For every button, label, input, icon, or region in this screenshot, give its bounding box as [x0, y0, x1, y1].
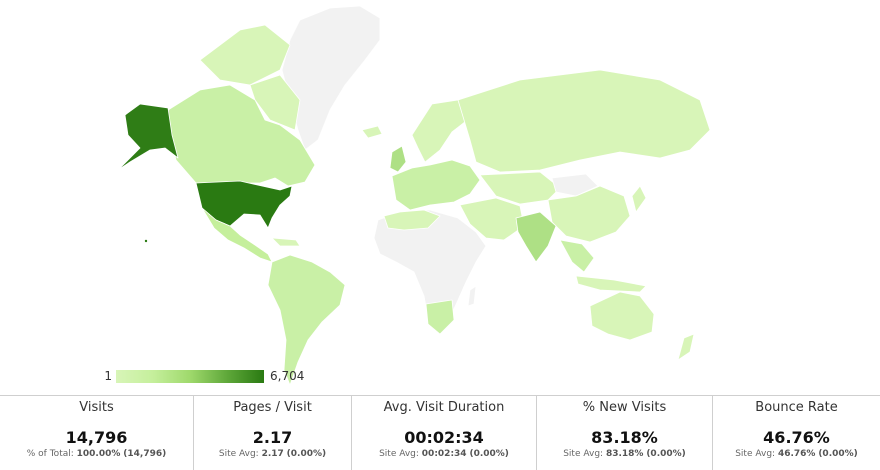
metric-sub: Site Avg: 83.18% (0.00%): [537, 449, 712, 459]
metric-name: % New Visits: [582, 400, 667, 415]
region-europe[interactable]: [391, 159, 481, 211]
sub-extra: (0.00%): [646, 449, 686, 459]
legend-max-label: 6,704: [270, 369, 305, 383]
metric-sub: Site Avg: 00:02:34 (0.00%): [352, 449, 536, 459]
sub-label: Site Avg:: [379, 449, 419, 459]
metric-value: 00:02:34: [404, 428, 484, 447]
region-australia[interactable]: [589, 291, 655, 341]
metric-avg-visit-duration[interactable]: Avg. Visit Duration 00:02:34 Site Avg: 0…: [352, 396, 537, 470]
metric-sub: % of Total: 100.00% (14,796): [0, 449, 193, 459]
geo-map[interactable]: 1 6,704: [0, 0, 880, 395]
sub-main: 46.76%: [777, 449, 816, 459]
sub-extra: (0.00%): [818, 449, 858, 459]
sub-main: 83.18%: [605, 449, 644, 459]
metric-name: Pages / Visit: [233, 400, 312, 415]
region-arctic-islands[interactable]: [199, 24, 291, 86]
sub-label: Site Avg:: [218, 449, 259, 459]
region-new-zealand[interactable]: [677, 333, 695, 361]
sub-main: 2.17: [261, 449, 284, 459]
metric-value: 83.18%: [591, 428, 658, 447]
sub-main: 00:02:34: [421, 449, 467, 459]
metric-name: Bounce Rate: [755, 400, 838, 415]
metric-value: 2.17: [252, 428, 293, 447]
metric-name: Visits: [79, 400, 114, 415]
region-madagascar[interactable]: [467, 285, 477, 307]
region-china[interactable]: [547, 185, 631, 243]
region-alaska[interactable]: [117, 103, 179, 171]
metrics-bar: Visits 14,796 % of Total: 100.00% (14,79…: [0, 395, 880, 470]
region-indonesia[interactable]: [575, 275, 647, 293]
region-south-america[interactable]: [267, 254, 346, 386]
metric-new-visits[interactable]: % New Visits 83.18% Site Avg: 83.18% (0.…: [537, 396, 713, 470]
metric-sub: Site Avg: 46.76% (0.00%): [713, 449, 880, 459]
metric-bounce-rate[interactable]: Bounce Rate 46.76% Site Avg: 46.76% (0.0…: [713, 396, 880, 470]
region-caribbean[interactable]: [271, 237, 301, 247]
sub-extra: (0.00%): [286, 449, 327, 459]
metric-name: Avg. Visit Duration: [383, 400, 505, 415]
sub-label: Site Avg:: [735, 449, 776, 459]
region-india[interactable]: [515, 211, 557, 263]
region-se-asia[interactable]: [559, 239, 595, 273]
sub-main: 100.00%: [76, 449, 121, 459]
legend-min-label: 1: [104, 369, 112, 383]
sub-label: % of Total:: [26, 449, 74, 459]
metric-value: 46.76%: [763, 428, 830, 447]
region-greenland[interactable]: [281, 5, 381, 151]
world-map[interactable]: [0, 0, 880, 395]
metric-sub: Site Avg: 2.17 (0.00%): [194, 449, 351, 459]
sub-extra: (0.00%): [469, 449, 509, 459]
region-north-africa[interactable]: [383, 209, 441, 231]
region-uk[interactable]: [389, 145, 407, 173]
region-mexico[interactable]: [201, 207, 273, 263]
legend-gradient-bar: [116, 369, 264, 383]
region-russia[interactable]: [457, 69, 711, 173]
region-iceland[interactable]: [361, 125, 383, 139]
metric-pages-per-visit[interactable]: Pages / Visit 2.17 Site Avg: 2.17 (0.00%…: [194, 396, 352, 470]
metric-visits[interactable]: Visits 14,796 % of Total: 100.00% (14,79…: [0, 396, 194, 470]
region-scandinavia[interactable]: [411, 99, 471, 163]
sub-label: Site Avg:: [563, 449, 604, 459]
region-japan[interactable]: [631, 185, 647, 213]
region-hawaii[interactable]: [144, 239, 148, 243]
map-legend: 1 6,704: [100, 367, 304, 385]
metric-value: 14,796: [65, 428, 128, 447]
region-middle-east[interactable]: [459, 197, 525, 241]
sub-extra: (14,796): [123, 449, 167, 459]
region-canada[interactable]: [167, 84, 316, 187]
region-south-africa[interactable]: [425, 299, 455, 335]
